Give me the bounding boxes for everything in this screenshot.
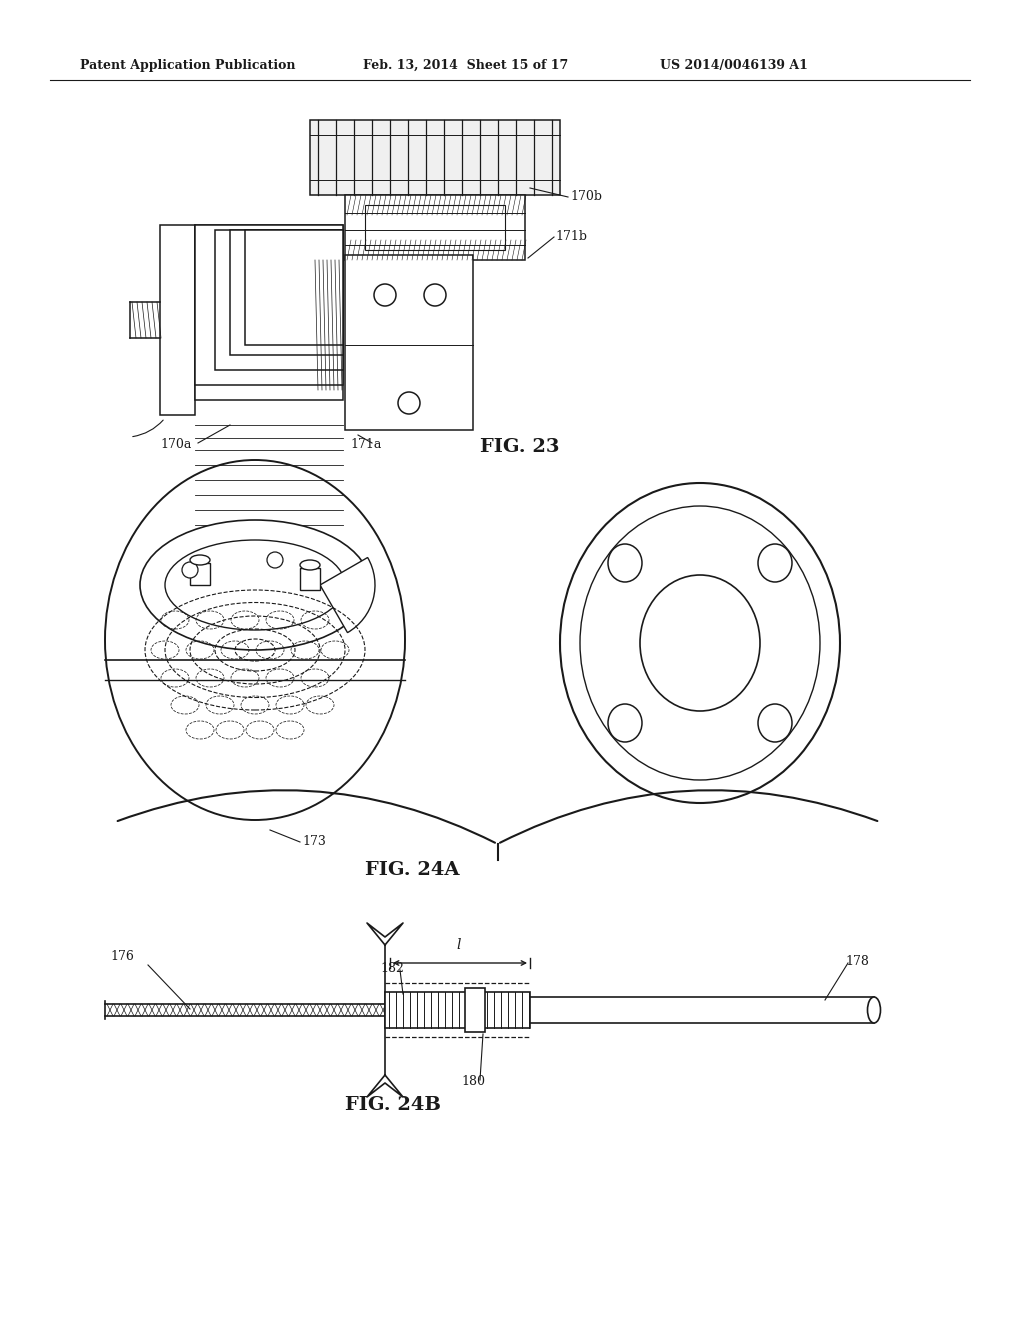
Circle shape <box>374 284 396 306</box>
Bar <box>345 255 473 430</box>
Circle shape <box>424 284 446 306</box>
Ellipse shape <box>758 544 792 582</box>
Text: FIG. 24B: FIG. 24B <box>345 1096 441 1114</box>
Bar <box>465 987 485 1032</box>
Ellipse shape <box>165 540 345 630</box>
Ellipse shape <box>867 997 881 1023</box>
Text: Feb. 13, 2014  Sheet 15 of 17: Feb. 13, 2014 Sheet 15 of 17 <box>362 58 568 71</box>
Bar <box>195 224 343 400</box>
Ellipse shape <box>640 576 760 711</box>
Ellipse shape <box>608 704 642 742</box>
Ellipse shape <box>608 544 642 582</box>
Text: 178: 178 <box>845 954 869 968</box>
Ellipse shape <box>105 459 406 820</box>
Bar <box>160 224 195 414</box>
Ellipse shape <box>140 520 370 649</box>
Text: 170b: 170b <box>570 190 602 203</box>
Ellipse shape <box>560 483 840 803</box>
Ellipse shape <box>580 506 820 780</box>
Ellipse shape <box>190 554 210 565</box>
Bar <box>195 224 343 385</box>
Text: FIG. 23: FIG. 23 <box>480 438 559 455</box>
Text: 170a: 170a <box>160 438 191 451</box>
Text: 182: 182 <box>380 962 403 975</box>
Bar <box>345 195 525 260</box>
Text: 180: 180 <box>461 1074 485 1088</box>
Circle shape <box>182 562 198 578</box>
Bar <box>365 205 505 249</box>
Text: 171a: 171a <box>350 438 381 451</box>
Text: 173: 173 <box>302 836 326 847</box>
Text: l: l <box>456 939 461 952</box>
Text: Patent Application Publication: Patent Application Publication <box>80 58 296 71</box>
Text: FIG. 24A: FIG. 24A <box>365 861 460 879</box>
Bar <box>230 230 343 355</box>
Ellipse shape <box>300 560 319 570</box>
Wedge shape <box>319 557 375 632</box>
Text: US 2014/0046139 A1: US 2014/0046139 A1 <box>660 58 808 71</box>
Bar <box>300 568 319 590</box>
Bar <box>385 993 530 1028</box>
Bar <box>245 230 343 345</box>
Bar <box>190 564 210 585</box>
Text: 176: 176 <box>110 950 134 964</box>
Bar <box>215 230 343 370</box>
Text: 171b: 171b <box>555 230 587 243</box>
Bar <box>310 120 560 195</box>
Circle shape <box>398 392 420 414</box>
Circle shape <box>267 552 283 568</box>
Ellipse shape <box>758 704 792 742</box>
